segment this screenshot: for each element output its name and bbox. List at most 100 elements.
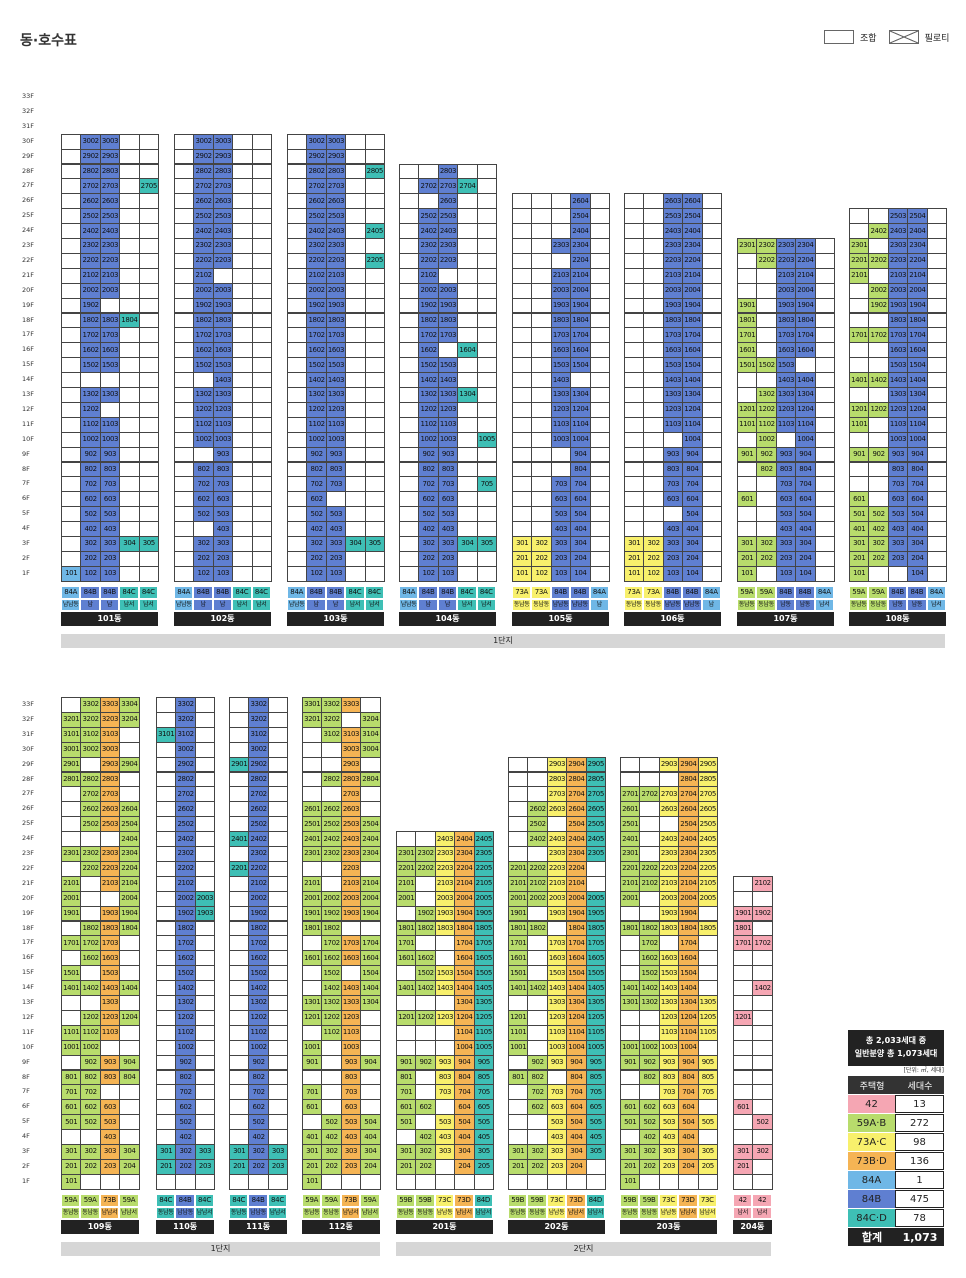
unit-cell: 1004: [454, 1039, 475, 1056]
unit-cell: 303: [437, 536, 459, 552]
piloti-cell: [697, 1173, 718, 1190]
unit-cell: [119, 178, 140, 195]
direction-label: 남남동: [175, 1206, 195, 1219]
unit-cell: [119, 327, 140, 344]
unit-cell: 1401: [396, 980, 417, 996]
unit-cell: 901: [737, 446, 758, 463]
unit-cell: 1102: [418, 416, 439, 433]
unit-cell: [156, 950, 177, 967]
unit-cell: 1104: [795, 416, 816, 433]
unit-cell: 1103: [546, 1024, 568, 1041]
unit-cell: 1703: [212, 327, 234, 344]
unit-cell: [643, 401, 664, 418]
unit-cell: 903: [662, 446, 684, 463]
unit-cell: 1501: [737, 357, 758, 374]
unit-cell: [156, 816, 177, 833]
unit-cell: 1501: [508, 965, 529, 982]
unit-cell: [531, 327, 552, 344]
unit-cell: 2803: [99, 771, 121, 788]
unit-cell: [193, 446, 214, 463]
type-label: 73D: [454, 1193, 474, 1207]
type-label: 84A: [61, 585, 81, 599]
unit-cell: 2602: [193, 193, 214, 210]
unit-cell: [174, 372, 195, 388]
unit-cell: 902: [527, 1054, 548, 1071]
unit-cell: 2604: [678, 801, 699, 818]
direction-label: 동남동: [396, 1206, 416, 1219]
unit-cell: 2504: [682, 208, 703, 225]
unit-cell: [639, 1084, 660, 1101]
unit-cell: 2101: [302, 875, 323, 892]
unit-cell: 301: [156, 1144, 177, 1160]
unit-cell: [508, 846, 529, 862]
unit-cell: 202: [321, 1158, 342, 1175]
unit-cell: 1901: [737, 297, 758, 314]
unit-cell: 1303: [99, 995, 121, 1011]
unit-cell: 2302: [306, 238, 327, 254]
piloti-cell: [194, 1173, 216, 1190]
unit-cell: 1602: [80, 342, 101, 359]
unit-cell: [415, 935, 436, 952]
unit-cell: [364, 506, 385, 523]
unit-cell: 1103: [325, 416, 347, 433]
piloti-cell: [527, 1173, 548, 1190]
unit-cell: 2302: [80, 846, 101, 862]
unit-cell: 1804: [907, 312, 928, 329]
unit-cell: 1102: [321, 1024, 342, 1041]
unit-cell: 2704: [566, 786, 587, 803]
unit-cell: 2102: [80, 267, 101, 284]
unit-cell: [643, 297, 664, 314]
unit-cell: 2301: [396, 846, 417, 862]
unit-cell: 2004: [907, 282, 928, 299]
unit-cell: 805: [473, 1069, 494, 1086]
unit-cell: [396, 1129, 417, 1145]
unit-cell: 2201: [396, 860, 417, 877]
unit-cell: [926, 461, 947, 478]
unit-cell: 1103: [775, 416, 797, 433]
unit-cell: [232, 178, 253, 195]
unit-cell: [61, 801, 82, 818]
unit-cell: 1403: [887, 372, 909, 388]
unit-cell: [138, 342, 159, 359]
piloti-cell: [434, 1173, 456, 1190]
unit-cell: [508, 1099, 529, 1116]
unit-cell: [156, 890, 177, 907]
unit-cell: 1703: [340, 935, 362, 952]
unit-cell: [267, 890, 289, 907]
unit-cell: 603: [340, 1099, 362, 1116]
unit-cell: 1404: [454, 980, 475, 996]
unit-cell: [138, 461, 159, 478]
unit-cell: [302, 1069, 323, 1086]
unit-cell: 2303: [340, 846, 362, 862]
unit-cell: [174, 178, 195, 195]
unit-cell: 602: [193, 491, 214, 508]
unit-cell: 403: [437, 521, 459, 537]
unit-cell: 1503: [434, 965, 456, 982]
unit-cell: 1002: [756, 431, 777, 448]
unit-cell: 201: [849, 550, 870, 567]
unit-cell: 1803: [437, 312, 459, 329]
unit-cell: [457, 163, 478, 180]
unit-cell: 2004: [119, 890, 140, 907]
unit-cell: 1305: [585, 995, 606, 1011]
unit-cell: 1804: [682, 312, 703, 329]
unit-cell: 902: [756, 446, 777, 463]
unit-cell: [156, 920, 177, 937]
unit-cell: [512, 506, 533, 523]
unit-cell: 1105: [585, 1024, 606, 1041]
legend-normal-swatch: [824, 30, 854, 44]
unit-cell: 1502: [756, 357, 777, 374]
unit-cell: [434, 950, 456, 967]
unit-cell: [589, 387, 610, 403]
unit-cell: 1002: [248, 1039, 269, 1056]
unit-cell: 2802: [193, 163, 214, 180]
unit-cell: [251, 267, 272, 284]
building-name: 112동: [302, 1219, 380, 1234]
unit-cell: [476, 223, 497, 239]
unit-cell: 2001: [396, 890, 417, 907]
unit-cell: [360, 1099, 381, 1116]
type-label: 59A: [302, 1193, 322, 1207]
unit-cell: [476, 267, 497, 284]
unit-cell: 1101: [61, 1024, 82, 1041]
unit-cell: 502: [193, 506, 214, 523]
